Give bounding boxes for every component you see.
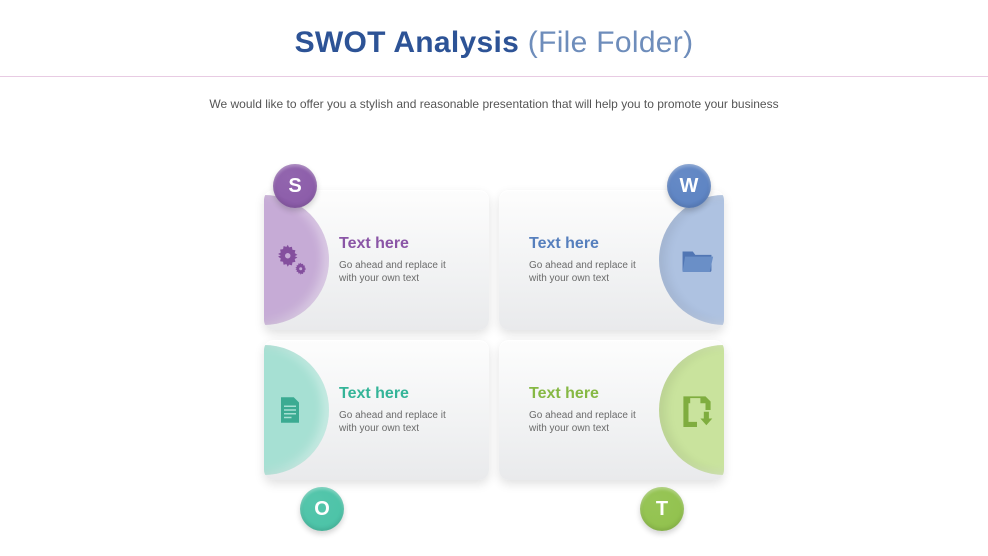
swot-infographic-page: SWOT Analysis (File Folder) We would lik… [0, 0, 988, 556]
card-opportunities-heading: Text here [339, 385, 459, 403]
document-icon [275, 393, 309, 427]
title-region: SWOT Analysis (File Folder) [0, 0, 988, 60]
arc-strengths [264, 195, 329, 325]
card-strengths-heading: Text here [339, 235, 459, 253]
card-threats-body: Go ahead and replace it with your own te… [529, 409, 649, 436]
card-threats-text: Text here Go ahead and replace it with y… [529, 385, 649, 436]
divider [0, 76, 988, 77]
arc-threats [659, 345, 724, 475]
swot-grid: Text here Go ahead and replace it with y… [264, 190, 724, 480]
folder-icon [680, 243, 714, 277]
title-bold: SWOT Analysis [295, 26, 520, 59]
arc-opportunities [264, 345, 329, 475]
dot-s: S [273, 164, 317, 208]
title-light: (File Folder) [519, 26, 693, 59]
card-threats: Text here Go ahead and replace it with y… [499, 340, 724, 480]
card-strengths: Text here Go ahead and replace it with y… [264, 190, 489, 330]
dot-o: O [300, 487, 344, 531]
card-threats-heading: Text here [529, 385, 649, 403]
card-weaknesses-text: Text here Go ahead and replace it with y… [529, 235, 649, 286]
save-down-icon [680, 393, 714, 427]
card-opportunities-text: Text here Go ahead and replace it with y… [339, 385, 459, 436]
arc-weaknesses [659, 195, 724, 325]
card-opportunities-body: Go ahead and replace it with your own te… [339, 409, 459, 436]
page-title: SWOT Analysis (File Folder) [0, 26, 988, 60]
card-strengths-body: Go ahead and replace it with your own te… [339, 259, 459, 286]
card-weaknesses-body: Go ahead and replace it with your own te… [529, 259, 649, 286]
dot-t: T [640, 487, 684, 531]
gears-icon-svg [278, 245, 306, 275]
card-strengths-text: Text here Go ahead and replace it with y… [339, 235, 459, 286]
gears-icon [275, 243, 309, 277]
card-weaknesses: Text here Go ahead and replace it with y… [499, 190, 724, 330]
subtitle: We would like to offer you a stylish and… [0, 97, 988, 111]
card-weaknesses-heading: Text here [529, 235, 649, 253]
card-opportunities: Text here Go ahead and replace it with y… [264, 340, 489, 480]
dot-w: W [667, 164, 711, 208]
